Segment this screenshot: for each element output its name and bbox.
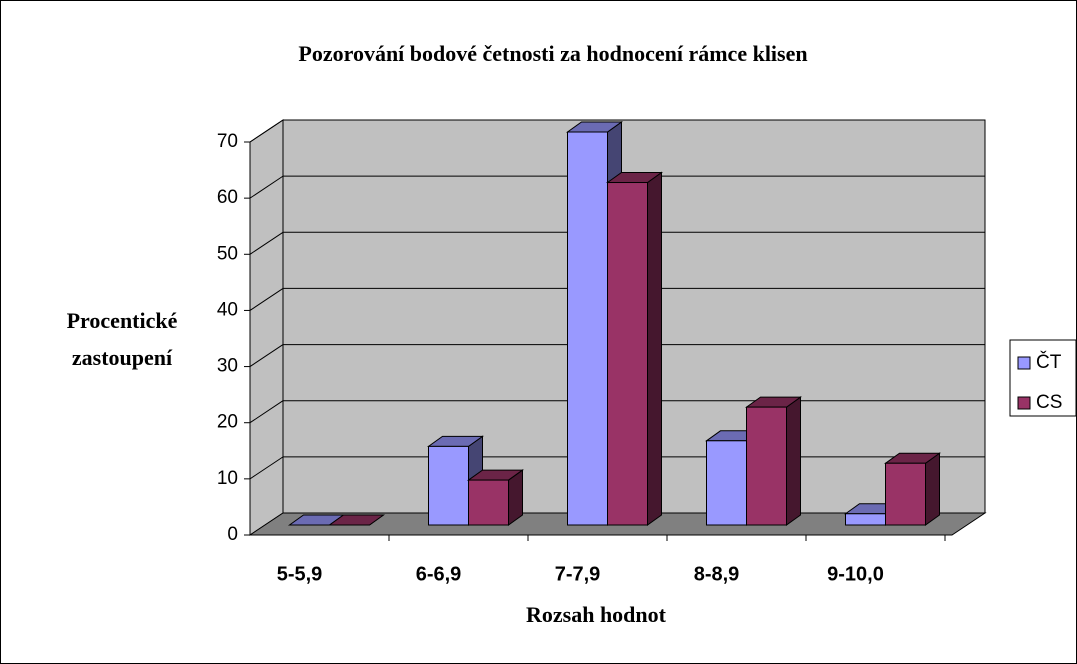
grid-line bbox=[249, 344, 284, 367]
x-tick-label: 8-8,9 bbox=[694, 563, 740, 585]
grid-line bbox=[249, 288, 284, 311]
bar-side bbox=[786, 396, 801, 526]
x-tick-label: 9-10,0 bbox=[827, 563, 884, 585]
x-tick-label: 5-5,9 bbox=[277, 563, 323, 585]
bar-top bbox=[327, 514, 386, 526]
x-tick-label: 7-7,9 bbox=[555, 563, 601, 585]
y-tick-label: 40 bbox=[217, 299, 238, 320]
legend-swatch bbox=[1017, 356, 1031, 370]
bar bbox=[567, 131, 608, 526]
bar-side bbox=[647, 171, 662, 526]
side-wall bbox=[249, 119, 284, 536]
bar bbox=[706, 440, 747, 526]
bar bbox=[885, 462, 926, 526]
grid-line bbox=[249, 400, 284, 424]
grid-line bbox=[249, 456, 284, 480]
legend-label: ČT bbox=[1036, 351, 1062, 373]
legend-swatch bbox=[1017, 396, 1031, 410]
y-axis-title: zastoupení bbox=[72, 345, 173, 370]
x-axis-title: Rozsah hodnot bbox=[526, 602, 667, 627]
bar bbox=[428, 445, 469, 526]
bar-side bbox=[925, 452, 940, 526]
y-axis-title: Procentické bbox=[67, 308, 178, 333]
x-tick-label: 6-6,9 bbox=[416, 563, 462, 585]
grid-line bbox=[249, 175, 284, 199]
y-tick-label: 60 bbox=[217, 187, 238, 208]
grid-line bbox=[249, 231, 284, 255]
bar bbox=[746, 406, 787, 526]
bar bbox=[607, 182, 648, 526]
y-tick-label: 0 bbox=[227, 524, 238, 545]
bar bbox=[468, 479, 509, 526]
grid-line bbox=[249, 119, 284, 143]
bar bbox=[845, 513, 886, 526]
y-tick-label: 30 bbox=[217, 356, 238, 377]
y-tick-label: 20 bbox=[217, 412, 238, 433]
chart-title: Pozorování bodové četnosti za hodnocení … bbox=[298, 41, 807, 66]
legend-label: CS bbox=[1036, 392, 1062, 413]
y-tick-label: 70 bbox=[217, 131, 238, 152]
y-tick-label: 10 bbox=[217, 468, 238, 489]
y-tick-label: 50 bbox=[217, 243, 238, 264]
